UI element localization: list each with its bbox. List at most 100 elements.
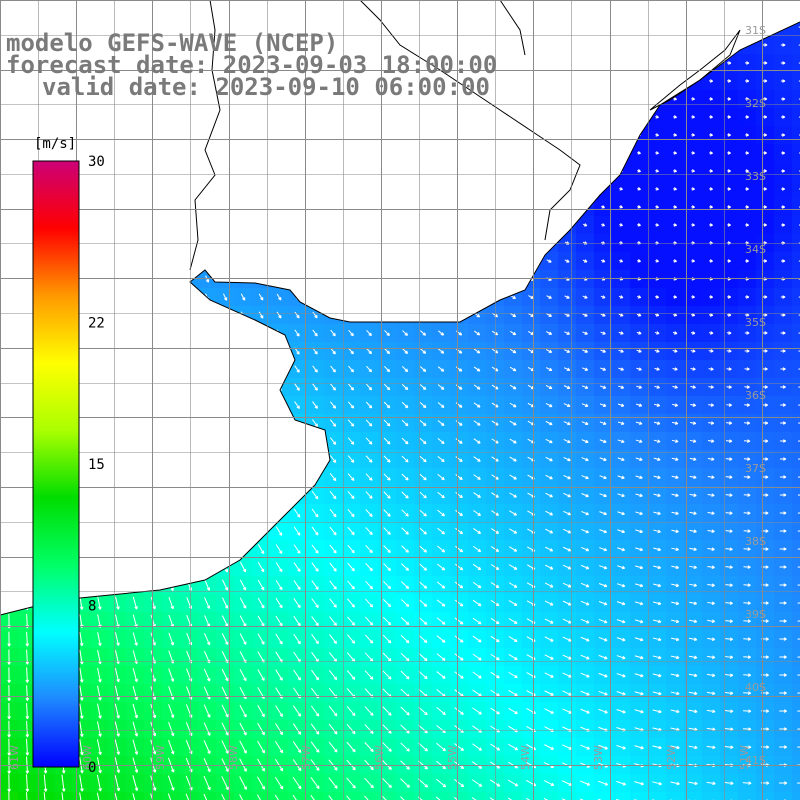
wind-arrow (293, 544, 301, 554)
wind-arrow (743, 547, 751, 551)
wind-arrow (708, 403, 715, 407)
wind-arrow (798, 440, 800, 442)
wind-arrow (564, 349, 571, 353)
wind-arrow (436, 563, 446, 571)
wind-arrow (546, 295, 552, 299)
wind-arrow (563, 421, 571, 426)
wind-arrow (779, 619, 787, 623)
wind-arrow (616, 655, 626, 660)
wind-arrow (401, 366, 409, 373)
wind-cell (594, 792, 613, 800)
wind-arrow (672, 331, 678, 335)
wind-arrow (780, 421, 787, 425)
wind-arrow (79, 721, 84, 737)
wind-arrow (329, 634, 338, 644)
wind-arrow (453, 796, 459, 800)
wind-arrow (292, 741, 302, 753)
wind-cell (270, 792, 289, 800)
wind-arrow (221, 597, 229, 609)
wind-arrow (745, 295, 750, 299)
wind-arrow (132, 703, 139, 719)
wind-arrow (580, 690, 590, 696)
wind-arrow (418, 581, 428, 589)
wind-cell (792, 450, 800, 469)
wind-arrow (688, 673, 698, 678)
wind-arrow (382, 598, 392, 608)
wind-arrow (310, 723, 320, 735)
wind-arrow (707, 493, 715, 497)
wind-arrow (454, 617, 464, 625)
wind-arrow (546, 313, 552, 317)
wind-arrow (384, 348, 391, 355)
wind-arrow (634, 781, 644, 786)
wind-arrow (743, 565, 751, 569)
wind-arrow (240, 293, 246, 301)
wind-arrow (545, 510, 554, 516)
wind-cell (792, 414, 800, 433)
wind-arrow (203, 668, 211, 682)
wind-arrow (436, 653, 446, 661)
wind-arrow (239, 579, 247, 591)
wind-arrow (581, 511, 589, 516)
wind-arrow (400, 742, 410, 752)
wind-arrow (329, 616, 337, 626)
wind-arrow (618, 367, 624, 371)
wind-arrow (472, 653, 482, 661)
wind-arrow (580, 708, 590, 714)
wind-cell (792, 774, 800, 793)
wind-arrow (563, 403, 571, 408)
wind-cell (180, 792, 199, 800)
wind-arrow (744, 421, 751, 425)
border-line (499, 0, 526, 56)
wind-arrow (436, 599, 446, 607)
wind-arrow (580, 744, 590, 750)
wind-arrow (508, 689, 518, 697)
wind-arrow (635, 439, 643, 443)
wind-arrow (382, 778, 392, 789)
wind-arrow (419, 473, 427, 481)
wind-arrow (763, 169, 767, 173)
wind-arrow (455, 527, 464, 535)
wind-arrow (564, 313, 570, 317)
wind-arrow (490, 617, 500, 625)
wind-arrow (779, 673, 787, 677)
wind-arrow (707, 511, 715, 515)
wind-arrow (582, 367, 589, 371)
wind-cell (792, 576, 800, 595)
wind-arrow (364, 742, 374, 753)
wind-arrow (364, 724, 374, 735)
wind-arrow (418, 653, 428, 662)
wind-arrow (239, 704, 247, 718)
wind-arrow (293, 633, 301, 645)
wind-arrow (780, 61, 786, 65)
wind-cell (774, 792, 793, 800)
wind-arrow (763, 133, 768, 137)
wind-arrow (798, 314, 800, 316)
wind-arrow (672, 403, 679, 407)
longitude-label: 58W (227, 745, 240, 770)
wind-arrow (454, 581, 464, 589)
map-title: modelo GEFS-WAVE (NCEP) forecast date: 2… (6, 29, 497, 101)
wind-arrow (742, 781, 752, 785)
wind-arrow (490, 689, 500, 697)
wind-arrow (727, 259, 731, 263)
wind-cell (450, 792, 469, 800)
wind-arrow (617, 547, 626, 552)
wind-arrow (600, 349, 606, 353)
wind-arrow (311, 669, 320, 681)
wind-arrow (707, 475, 715, 479)
wind-arrow (655, 205, 659, 209)
wind-arrow (779, 637, 787, 641)
wind-arrow (489, 797, 495, 800)
longitude-label: 60W (81, 745, 94, 770)
wind-arrow (383, 580, 392, 590)
wind-arrow (600, 295, 606, 299)
wind-arrow (455, 402, 463, 408)
wind-arrow (745, 97, 750, 101)
wind-arrow (382, 634, 392, 644)
wind-arrow (598, 565, 608, 570)
wind-arrow (652, 709, 662, 714)
wind-arrow (688, 691, 698, 696)
wind-arrow (725, 637, 734, 641)
